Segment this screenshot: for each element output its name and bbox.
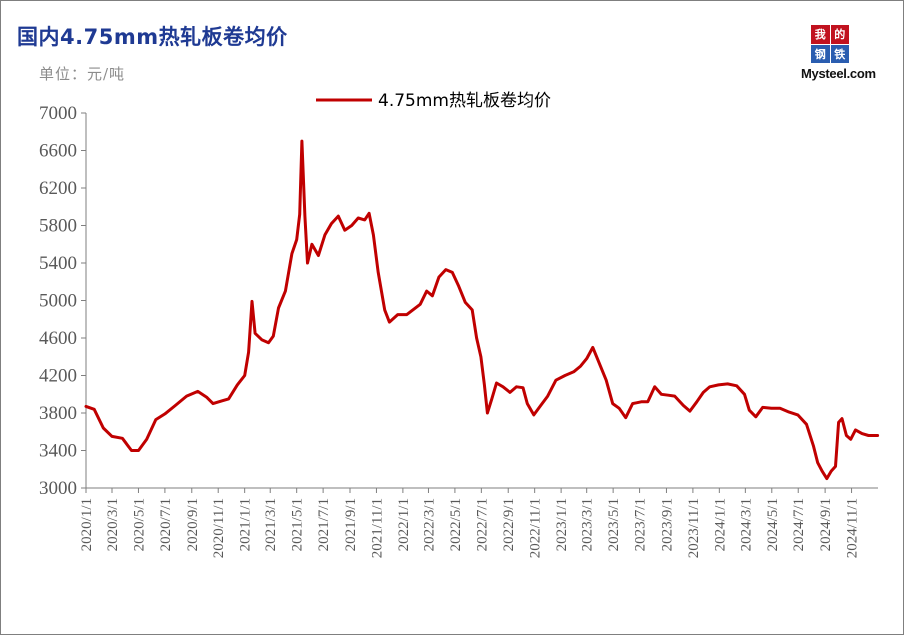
logo-char-3: 钢	[811, 44, 830, 63]
x-tick-label: 2020/9/1	[185, 498, 201, 551]
x-tick-label: 2022/3/1	[421, 498, 437, 551]
y-tick-label: 3400	[39, 441, 77, 462]
x-tick-label: 2024/11/1	[845, 498, 861, 558]
x-tick-label: 2023/3/1	[580, 498, 596, 551]
x-tick-label: 2021/5/1	[290, 498, 306, 551]
x-tick-label: 2023/9/1	[659, 498, 675, 551]
y-tick-label: 5400	[39, 253, 77, 274]
y-tick-label: 6200	[39, 178, 77, 199]
y-tick-label: 3800	[39, 403, 77, 424]
logo-char-4: 铁	[830, 44, 849, 63]
x-tick-label: 2020/11/1	[211, 498, 227, 558]
x-tick-label: 2024/3/1	[738, 498, 754, 551]
logo-char-2: 的	[830, 25, 849, 44]
y-tick-label: 5800	[39, 216, 77, 237]
x-tick-label: 2022/1/1	[396, 498, 412, 551]
x-tick-label: 2020/1/1	[79, 498, 95, 551]
x-tick-label: 2024/1/1	[712, 498, 728, 551]
series-line	[84, 139, 880, 481]
unit-label: 单位：元/吨	[39, 65, 126, 83]
chart-title: 国内4.75mm热轧板卷均价	[17, 25, 288, 49]
mysteel-logo: 我 的 钢 铁 Mysteel.com	[801, 25, 883, 87]
legend-label: 4.75mm热轧板卷均价	[378, 91, 551, 111]
x-tick-label: 2022/9/1	[501, 498, 517, 551]
logo-mark: 我 的 钢 铁	[811, 25, 849, 63]
x-tick-label: 2023/7/1	[633, 498, 649, 551]
x-tick-label: 2020/5/1	[131, 498, 147, 551]
x-tick-label: 2023/5/1	[606, 498, 622, 551]
y-tick-label: 6600	[39, 141, 77, 162]
y-tick-label: 5000	[39, 291, 77, 312]
x-tick-label: 2021/7/1	[316, 498, 332, 551]
x-tick-label: 2021/9/1	[343, 498, 359, 551]
x-tick-label: 2022/5/1	[448, 498, 464, 551]
x-tick-label: 2020/3/1	[105, 498, 121, 551]
logo-char-1: 我	[811, 25, 830, 44]
y-tick-label: 4600	[39, 328, 77, 349]
y-tick-label: 4200	[39, 366, 77, 387]
x-tick-label: 2022/7/1	[474, 498, 490, 551]
x-tick-label: 2021/1/1	[238, 498, 254, 551]
x-tick-label: 2021/3/1	[263, 498, 279, 551]
x-tick-label: 2023/11/1	[686, 498, 702, 558]
x-tick-label: 2024/5/1	[765, 498, 781, 551]
y-tick-label: 7000	[39, 103, 77, 124]
x-tick-label: 2021/11/1	[369, 498, 385, 558]
x-tick-label: 2024/9/1	[818, 498, 834, 551]
logo-text: Mysteel.com	[801, 66, 876, 81]
x-tick-label: 2020/7/1	[158, 498, 174, 551]
x-tick-label: 2024/7/1	[791, 498, 807, 551]
x-tick-label: 2022/11/1	[528, 498, 544, 558]
y-tick-label: 3000	[39, 478, 77, 499]
x-tick-label: 2023/1/1	[554, 498, 570, 551]
